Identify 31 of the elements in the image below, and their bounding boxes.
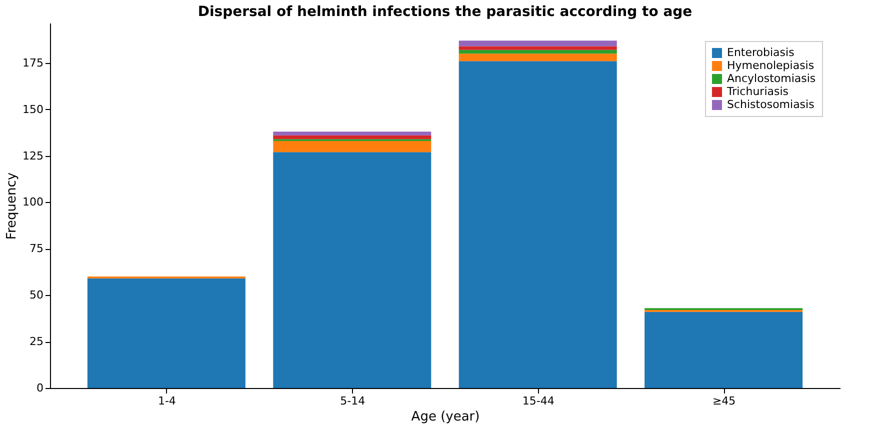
legend-label: Enterobiasis	[727, 46, 795, 59]
x-axis-title: Age (year)	[411, 410, 480, 424]
x-tick-label: 1-4	[158, 394, 176, 408]
bar	[273, 152, 432, 388]
x-tick-label: 15-44	[522, 394, 554, 408]
y-tick-label: 100	[22, 196, 44, 209]
bar	[458, 40, 617, 46]
bar	[273, 132, 432, 136]
y-tick-label: 175	[22, 56, 44, 70]
bar	[87, 278, 246, 388]
bar	[273, 135, 432, 140]
x-tick-label: 5-14	[340, 394, 366, 408]
chart-title: Dispersal of helminth infections the parasitic according to age	[198, 4, 692, 20]
y-tick-label: 125	[22, 149, 44, 162]
legend-label: Trichuriasis	[726, 85, 789, 98]
y-tick-label: 0	[36, 382, 44, 394]
legend-label: Schistosomiasis	[727, 98, 815, 111]
bar	[458, 46, 617, 50]
y-tick-label: 50	[30, 288, 44, 302]
x-tick-label: ≥45	[712, 394, 736, 408]
y-tick-label: 25	[30, 335, 44, 348]
y-axis-title: Frequency	[4, 172, 20, 240]
bar	[458, 54, 617, 62]
bar	[458, 50, 617, 54]
legend-label: Hymenolepiasis	[727, 59, 814, 72]
bar	[273, 140, 432, 152]
y-tick-label: 150	[22, 102, 44, 116]
y-tick-label: 75	[30, 242, 44, 256]
legend-label: Ancylostomiasis	[727, 72, 816, 85]
bar	[458, 61, 617, 388]
bar	[644, 312, 803, 388]
